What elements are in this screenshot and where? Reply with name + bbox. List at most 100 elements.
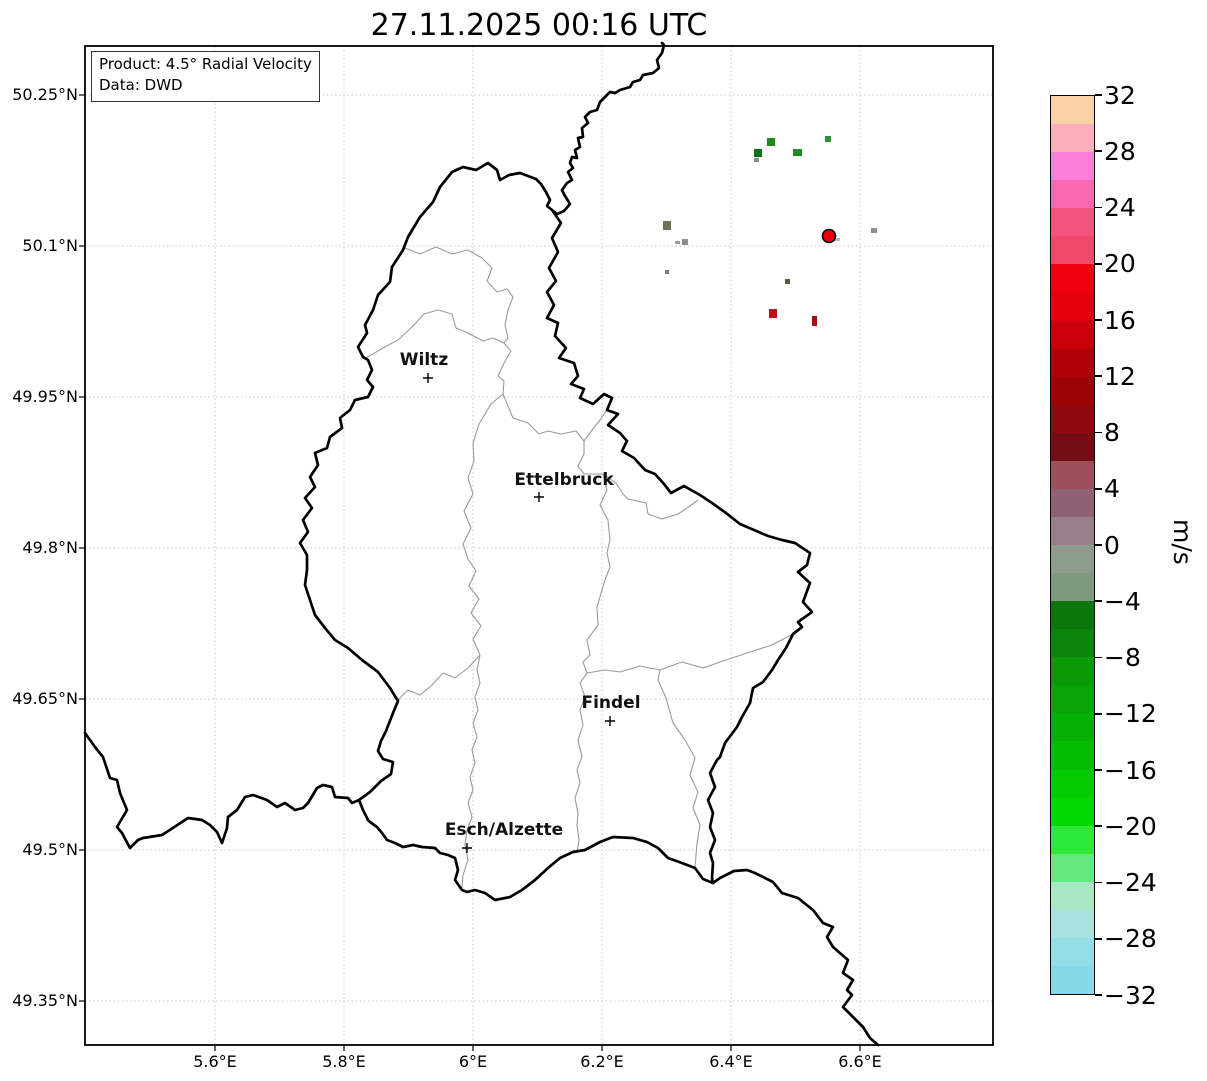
colorbar-tick-mark — [1095, 769, 1102, 771]
colorbar-segment — [1051, 545, 1094, 574]
district-border — [365, 309, 699, 520]
x-tick-label: 6.4°E — [709, 1052, 753, 1071]
district-border — [397, 654, 481, 701]
data-source-label: Data: DWD — [99, 76, 183, 95]
district-border — [574, 473, 611, 853]
colorbar-tick-label: −20 — [1104, 811, 1157, 841]
velocity-colorbar — [1050, 95, 1095, 995]
colorbar-tick-label: 4 — [1104, 474, 1120, 504]
colorbar-tick-mark — [1095, 150, 1102, 153]
colorbar-segment — [1051, 404, 1094, 433]
district-border — [657, 669, 701, 869]
colorbar-tick-mark — [1095, 994, 1102, 996]
radar-echo-pixel — [825, 136, 831, 142]
city-label: Esch/Alzette — [444, 820, 564, 840]
colorbar-segment — [1051, 320, 1094, 349]
national-border — [83, 731, 361, 850]
colorbar-segment — [1051, 573, 1094, 602]
colorbar-tick-mark — [1095, 712, 1102, 715]
colorbar-tick-label: 0 — [1104, 530, 1120, 560]
colorbar-segment — [1051, 601, 1094, 630]
product-label: Product: 4.5° Radial Velocity — [99, 55, 312, 73]
x-tick-label: 6.2°E — [580, 1052, 624, 1071]
city-marker — [462, 843, 472, 853]
colorbar-tick-mark — [1095, 825, 1102, 828]
colorbar-segment — [1051, 236, 1094, 265]
colorbar-tick-mark — [1095, 375, 1102, 378]
colorbar-tick-mark — [1095, 319, 1102, 321]
product-info-box: Product: 4.5° Radial Velocity Data: DWD — [91, 51, 320, 102]
colorbar-segment — [1051, 769, 1094, 798]
colorbar-tick-label: 32 — [1104, 80, 1136, 110]
colorbar-tick-mark — [1095, 937, 1102, 940]
x-tick-label: 5.6°E — [193, 1052, 237, 1071]
colorbar-segment — [1051, 741, 1094, 770]
colorbar-segment — [1051, 516, 1094, 545]
district-border — [583, 407, 609, 442]
radar-echo-pixel — [769, 309, 777, 318]
radar-echo-pixel — [754, 149, 762, 157]
colorbar-tick-label: −24 — [1104, 868, 1157, 897]
colorbar-tick-label: −28 — [1104, 924, 1157, 954]
colorbar-tick-label: 8 — [1104, 418, 1120, 447]
radar-echo-pixel — [871, 228, 877, 233]
radar-echo-pixel — [835, 238, 840, 241]
colorbar-tick-label: 16 — [1104, 305, 1136, 335]
y-tick-label: 49.95°N — [12, 387, 78, 406]
colorbar-tick-mark — [1095, 94, 1102, 96]
x-tick-label: 5.8°E — [322, 1052, 366, 1071]
colorbar-tick-mark — [1095, 431, 1102, 434]
colorbar-tick-label: −4 — [1104, 586, 1141, 616]
colorbar-segment — [1051, 292, 1094, 321]
colorbar-segment — [1051, 629, 1094, 658]
colorbar-segment — [1051, 376, 1094, 405]
colorbar-tick-label: −32 — [1104, 980, 1157, 1010]
y-tick-label: 49.65°N — [12, 689, 78, 708]
colorbar-segment — [1051, 881, 1094, 910]
colorbar-segment — [1051, 713, 1094, 742]
colorbar-segment — [1051, 657, 1094, 686]
radar-echo-pixel — [682, 239, 688, 245]
colorbar-segment — [1051, 909, 1094, 938]
figure-title: 27.11.2025 00:16 UTC — [370, 8, 708, 43]
colorbar-tick-mark — [1095, 206, 1102, 209]
colorbar-segment — [1051, 96, 1094, 125]
city-marker — [534, 492, 544, 502]
colorbar-tick-label: −12 — [1104, 699, 1157, 729]
x-tick-label: 6.6°E — [838, 1052, 882, 1071]
colorbar-segment — [1051, 264, 1094, 293]
colorbar-tick-mark — [1095, 656, 1102, 659]
y-tick-label: 49.35°N — [12, 991, 78, 1010]
colorbar-tick-mark — [1095, 487, 1102, 490]
national-border — [550, 41, 666, 216]
colorbar-segment — [1051, 685, 1094, 714]
colorbar-segment — [1051, 797, 1094, 826]
axes-frame — [84, 45, 994, 1046]
city-label: Wiltz — [399, 350, 449, 370]
colorbar-segment — [1051, 180, 1094, 209]
radar-echo-pixel — [675, 241, 680, 244]
y-tick-label: 50.25°N — [12, 85, 78, 104]
y-tick-label: 50.1°N — [22, 236, 78, 255]
colorbar-tick-mark — [1095, 544, 1102, 546]
colorbar-segment — [1051, 488, 1094, 517]
radar-echo-pixel — [793, 149, 802, 156]
colorbar-segment — [1051, 825, 1094, 854]
city-label: Findel — [581, 693, 641, 713]
y-tick-label: 49.8°N — [22, 538, 78, 557]
colorbar-unit-label: m/s — [1168, 519, 1197, 565]
district-border — [462, 393, 504, 656]
colorbar-segment — [1051, 460, 1094, 489]
national-border — [298, 161, 814, 902]
district-border — [586, 633, 794, 674]
national-border — [711, 868, 880, 1047]
radar-echo-pixel — [812, 316, 817, 326]
district-border — [461, 654, 481, 889]
colorbar-tick-label: 12 — [1104, 361, 1136, 391]
colorbar-tick-mark — [1095, 600, 1102, 603]
city-label: Ettelbruck — [514, 470, 614, 490]
city-marker — [605, 716, 615, 726]
colorbar-tick-label: −8 — [1104, 643, 1141, 672]
